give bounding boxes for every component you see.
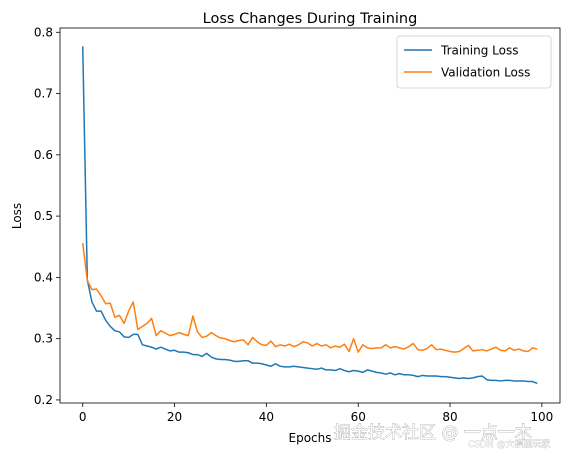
legend-label-training-loss: Training Loss [440, 44, 518, 58]
x-tick-label: 20 [167, 410, 182, 424]
x-tick-label: 100 [530, 410, 553, 424]
y-tick-label: 0.3 [34, 332, 53, 346]
y-tick-label: 0.2 [34, 393, 53, 407]
plot-background [60, 28, 560, 403]
y-axis: 0.2 0.3 0.4 0.5 0.6 0.7 0.8 [34, 25, 60, 407]
series-line-validation-loss [81, 242, 538, 353]
legend-box [396, 35, 552, 89]
x-tick-label: 60 [351, 410, 366, 424]
series-layer [81, 46, 538, 385]
y-tick-label: 0.4 [34, 270, 53, 284]
watermark-subtext: CSDN @大模型玩家 [468, 438, 551, 450]
series-line-training-loss [81, 46, 538, 385]
plot-area [59, 27, 561, 404]
x-axis-label: Epochs [289, 431, 332, 445]
y-axis-label: Loss [10, 203, 24, 229]
y-tick-label: 0.6 [34, 148, 53, 162]
watermark-text: 掘金技术社区 @ 一点一木 [334, 423, 532, 443]
x-tick-label: 80 [442, 410, 457, 424]
x-axis: 0 20 40 60 80 100 [79, 403, 553, 424]
legend-label-validation-loss: Validation Loss [441, 66, 530, 80]
x-tick-label: 0 [79, 410, 87, 424]
y-tick-label: 0.7 [34, 87, 53, 101]
y-tick-label: 0.8 [34, 25, 53, 39]
x-tick-label: 40 [259, 410, 274, 424]
legend: Training Loss Validation Loss [396, 35, 552, 89]
y-tick-label: 0.5 [34, 209, 53, 223]
chart-title: Loss Changes During Training [203, 11, 418, 27]
plot-frame [59, 27, 561, 404]
